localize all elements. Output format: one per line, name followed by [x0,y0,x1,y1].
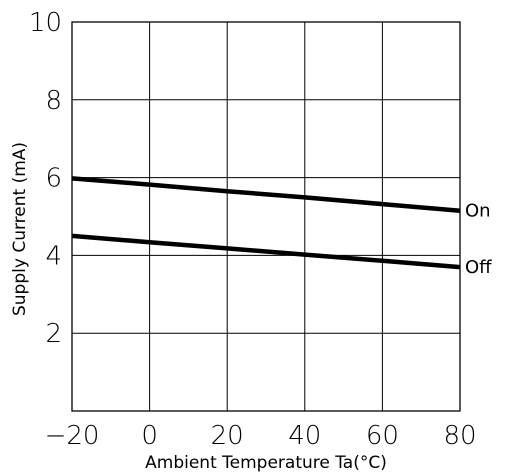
y-tick-label: 4 [45,241,62,271]
series-line-on [71,176,461,213]
x-axis-label: Ambient Temperature Ta(°C) [145,453,387,473]
ticks-layer: −20 0 20 40 60 80 2 4 6 8 10 [29,8,477,451]
x-tick-label: 80 [443,421,476,451]
x-tick-label: −20 [45,421,100,451]
x-tick-label: 20 [211,421,244,451]
series-label-off: Off [465,257,492,278]
y-tick-label: 6 [45,164,62,194]
series-label-on: On [465,201,491,222]
y-axis-label: Supply Current (mA) [10,142,30,316]
y-tick-label: 10 [29,8,62,38]
series-layer: On Off [71,176,492,278]
series-line-off [71,233,461,270]
x-tick-label: 60 [366,421,399,451]
x-tick-label: 40 [288,421,321,451]
y-tick-label: 8 [45,86,62,116]
plot-frame [71,21,461,412]
grid-layer [71,21,461,412]
x-tick-label: 0 [141,421,158,451]
y-tick-label: 2 [45,319,62,349]
